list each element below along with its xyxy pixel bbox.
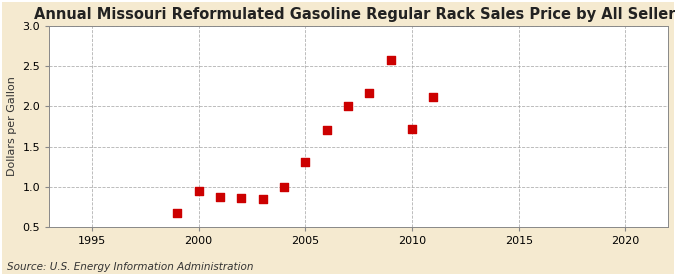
Point [300,160,310,164]
Point [257,197,268,201]
Point [385,57,396,62]
Title: Annual Missouri Reformulated Gasoline Regular Rack Sales Price by All Sellers: Annual Missouri Reformulated Gasoline Re… [34,7,675,22]
Point [279,185,290,189]
Point [172,211,183,216]
Point [343,104,354,109]
Point [428,95,439,99]
Point [321,128,332,133]
Point [364,90,375,95]
Point [236,196,246,200]
Point [215,195,225,199]
Point [406,127,417,131]
Point [193,189,204,193]
Y-axis label: Dollars per Gallon: Dollars per Gallon [7,76,17,176]
Text: Source: U.S. Energy Information Administration: Source: U.S. Energy Information Administ… [7,262,253,272]
